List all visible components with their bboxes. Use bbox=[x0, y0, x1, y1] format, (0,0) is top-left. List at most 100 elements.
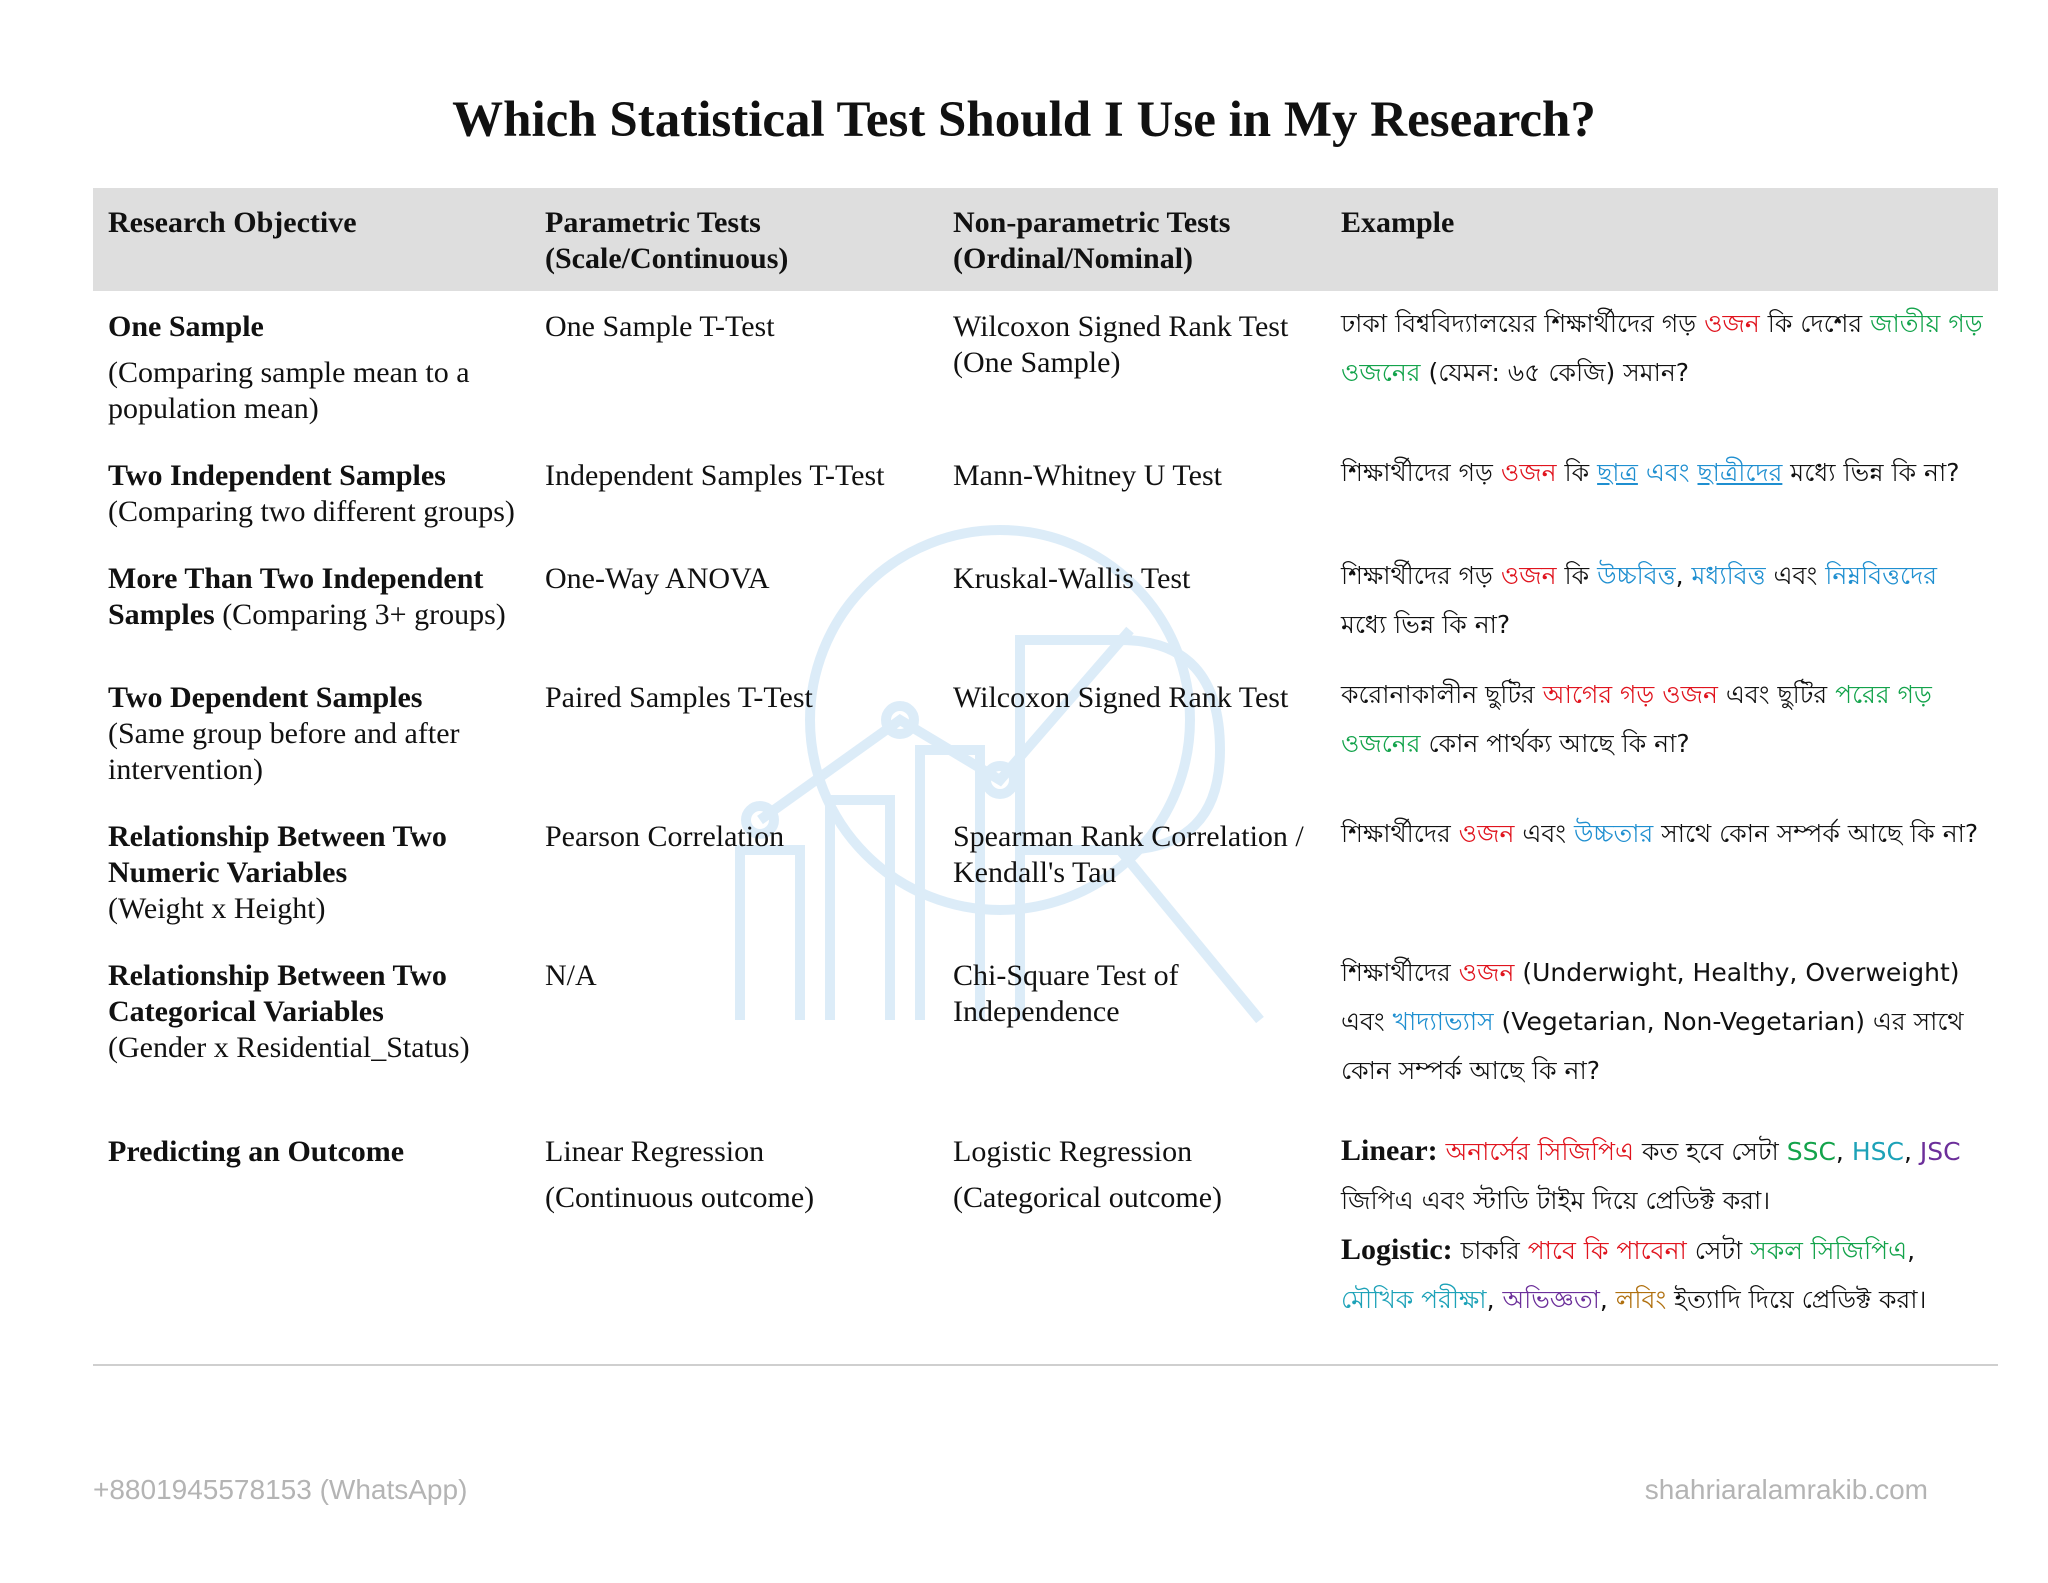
example-text-segment: সেটা bbox=[1686, 1236, 1751, 1265]
header-example: Example bbox=[1341, 206, 1455, 239]
example-text-segment: ছাত্রীদের bbox=[1697, 458, 1783, 487]
header-nonparametric-label: Non-parametric Tests bbox=[953, 206, 1231, 239]
example-text-segment: ছাত্র bbox=[1597, 458, 1638, 487]
objective-title: Two Dependent Samples bbox=[108, 681, 423, 714]
example-text-segment bbox=[1690, 458, 1698, 487]
header-parametric-label: Parametric Tests bbox=[545, 206, 761, 239]
example-text-segment: (Vegetarian, Non-Vegetarian) এর সাথে কোন… bbox=[1341, 1007, 1964, 1085]
example-text-segment: মৌখিক পরীক্ষা bbox=[1341, 1285, 1487, 1314]
parametric-test-cell: Independent Samples T-Test bbox=[545, 459, 885, 492]
objective-description: (Comparing two different groups) bbox=[108, 495, 515, 528]
table-row: Relationship Between Two Numeric Variabl… bbox=[93, 801, 1998, 940]
example-text-segment: এবং bbox=[1645, 458, 1690, 487]
example-text-segment: মধ্যে ভিন্ন কি না? bbox=[1341, 610, 1511, 639]
table-row: Relationship Between Two Categorical Var… bbox=[93, 940, 1998, 1108]
parametric-test-cell: One Sample T-Test bbox=[545, 310, 775, 343]
objective-cell: More Than Two Independent Samples (Compa… bbox=[93, 543, 530, 662]
example-text-segment: , bbox=[1599, 1285, 1616, 1314]
objective-cell: Predicting an Outcome bbox=[93, 1108, 530, 1366]
header-research-objective: Research Objective bbox=[108, 206, 357, 239]
parametric-test-name: Linear Regression bbox=[545, 1135, 765, 1168]
example-linear: Linear: অনার্সের সিজিপিএ কত হবে সেটা SSC… bbox=[1341, 1126, 1983, 1225]
watermark-logo bbox=[735, 525, 1264, 1024]
nonparametric-test-name: Logistic Regression bbox=[953, 1135, 1193, 1168]
example-text-segment bbox=[1438, 1137, 1446, 1166]
objective-title: Relationship Between Two Numeric Variabl… bbox=[108, 820, 447, 889]
nonparametric-test-cell: Wilcoxon Signed Rank Test (One Sample) bbox=[953, 310, 1289, 379]
example-text-segment: পরের গড় ওজনের bbox=[1341, 680, 1932, 758]
example-text-segment: চাকরি bbox=[1452, 1236, 1528, 1265]
parametric-test-cell: Linear Regression (Continuous outcome) bbox=[530, 1108, 938, 1366]
example-text-segment: এবং ছুটির bbox=[1717, 680, 1836, 709]
header-parametric-tests: Parametric Tests (Scale/Continuous) bbox=[530, 188, 938, 291]
example-text-segment: অভিজ্ঞতা bbox=[1502, 1285, 1600, 1314]
parametric-test-cell: Paired Samples T-Test bbox=[545, 681, 813, 714]
nonparametric-test-cell: Chi-Square Test of Independence bbox=[953, 959, 1179, 1028]
objective-description: (Weight x Height) bbox=[108, 892, 326, 925]
example-text-segment: উচ্চতার bbox=[1573, 819, 1654, 848]
example-text-segment: করোনাকালীন ছুটির bbox=[1341, 680, 1543, 709]
nonparametric-test-cell: Mann-Whitney U Test bbox=[953, 459, 1222, 492]
parametric-test-cell: Pearson Correlation bbox=[545, 820, 785, 853]
objective-title: Relationship Between Two Categorical Var… bbox=[108, 959, 447, 1028]
example-text-segment: উচ্চবিত্ত bbox=[1597, 561, 1676, 590]
example-text-segment bbox=[1638, 458, 1646, 487]
example-cell: শিক্ষার্থীদের ওজন এবং উচ্চতার সাথে কোন স… bbox=[1326, 801, 1998, 940]
example-cell: Linear: অনার্সের সিজিপিএ কত হবে সেটা SSC… bbox=[1326, 1108, 1998, 1366]
parametric-test-cell: N/A bbox=[545, 959, 597, 992]
objective-title: More Than Two Independent Samples bbox=[108, 562, 484, 631]
objective-cell: Two Independent Samples (Comparing two d… bbox=[93, 440, 530, 543]
table-row: Two Independent Samples (Comparing two d… bbox=[93, 440, 1998, 543]
nonparametric-test-cell: Wilcoxon Signed Rank Test bbox=[953, 681, 1289, 714]
example-cell: ঢাকা বিশ্ববিদ্যালয়ের শিক্ষার্থীদের গড় … bbox=[1326, 291, 1998, 440]
example-text-segment: ওজন bbox=[1500, 458, 1557, 487]
table-row: One Sample (Comparing sample mean to a p… bbox=[93, 291, 1998, 440]
example-text-segment: নিম্নবিত্তদের bbox=[1825, 561, 1937, 590]
example-text-segment: (যেমন: ৬৫ কেজি) সমান? bbox=[1420, 358, 1690, 387]
example-text-segment: SSC bbox=[1786, 1137, 1836, 1166]
nonparametric-test-cell: Kruskal-Wallis Test bbox=[953, 562, 1191, 595]
example-text-segment: কি দেশের bbox=[1759, 309, 1871, 338]
example-text-segment: ওজন bbox=[1458, 958, 1515, 987]
example-text-segment: (Underwight, Healthy, Overweight) এবং bbox=[1341, 958, 1960, 1036]
example-lead-label: Linear: bbox=[1341, 1134, 1438, 1167]
example-text-segment: কত হবে সেটা bbox=[1634, 1137, 1787, 1166]
parametric-test-note: (Continuous outcome) bbox=[545, 1181, 815, 1214]
header-nonparametric-scale: (Ordinal/Nominal) bbox=[953, 242, 1194, 275]
header-parametric-scale: (Scale/Continuous) bbox=[545, 242, 789, 275]
example-text-segment: শিক্ষার্থীদের bbox=[1341, 958, 1459, 987]
example-text-segment: ওজন bbox=[1704, 309, 1760, 338]
table-row: Predicting an Outcome Linear Regression … bbox=[93, 1108, 1998, 1366]
example-text-segment: আগের গড় ওজন bbox=[1542, 680, 1718, 709]
example-text-segment: কি bbox=[1556, 458, 1598, 487]
parametric-test-cell: One-Way ANOVA bbox=[545, 562, 770, 595]
table-row: Two Dependent Samples (Same group before… bbox=[93, 662, 1998, 801]
table-header-row: Research Objective Parametric Tests (Sca… bbox=[93, 188, 1998, 291]
example-text-segment: শিক্ষার্থীদের গড় bbox=[1341, 561, 1501, 590]
objective-title: Two Independent Samples bbox=[108, 459, 446, 492]
example-lead-label: Logistic: bbox=[1341, 1233, 1453, 1266]
objective-description: (Same group before and after interventio… bbox=[108, 717, 460, 786]
example-cell: শিক্ষার্থীদের ওজন (Underwight, Healthy, … bbox=[1326, 940, 1998, 1108]
example-cell: শিক্ষার্থীদের গড় ওজন কি ছাত্র এবং ছাত্র… bbox=[1326, 440, 1998, 543]
example-text-segment: জিপিএ এবং স্টাডি টাইম দিয়ে প্রেডিক্ট কর… bbox=[1341, 1186, 1771, 1215]
objective-cell: Relationship Between Two Categorical Var… bbox=[93, 940, 530, 1108]
example-cell: করোনাকালীন ছুটির আগের গড় ওজন এবং ছুটির … bbox=[1326, 662, 1998, 801]
example-text-segment: , bbox=[1835, 1137, 1852, 1166]
example-text-segment: সকল সিজিপিএ bbox=[1750, 1236, 1908, 1265]
example-text-segment: ইত্যাদি দিয়ে প্রেডিক্ট করা। bbox=[1666, 1285, 1927, 1314]
example-text-segment: অনার্সের সিজিপিএ bbox=[1445, 1137, 1635, 1166]
example-text-segment: ঢাকা বিশ্ববিদ্যালয়ের শিক্ষার্থীদের গড় bbox=[1341, 309, 1705, 338]
example-text-segment: মধ্যে ভিন্ন কি না? bbox=[1782, 458, 1960, 487]
objective-description: (Gender x Residential_Status) bbox=[108, 1031, 470, 1064]
example-text-segment: , bbox=[1907, 1236, 1916, 1265]
example-text-segment: সাথে কোন সম্পর্ক আছে কি না? bbox=[1653, 819, 1979, 848]
example-text-segment: ওজন bbox=[1458, 819, 1515, 848]
table-row: More Than Two Independent Samples (Compa… bbox=[93, 543, 1998, 662]
example-text-segment: , bbox=[1486, 1285, 1503, 1314]
footer-website[interactable]: shahriaralamrakib.com bbox=[1644, 1474, 1928, 1505]
objective-cell: Relationship Between Two Numeric Variabl… bbox=[93, 801, 530, 940]
objective-cell: Two Dependent Samples (Same group before… bbox=[93, 662, 530, 801]
nonparametric-test-note: (Categorical outcome) bbox=[953, 1181, 1223, 1214]
example-logistic: Logistic: চাকরি পাবে কি পাবেনা সেটা সকল … bbox=[1341, 1225, 1983, 1324]
